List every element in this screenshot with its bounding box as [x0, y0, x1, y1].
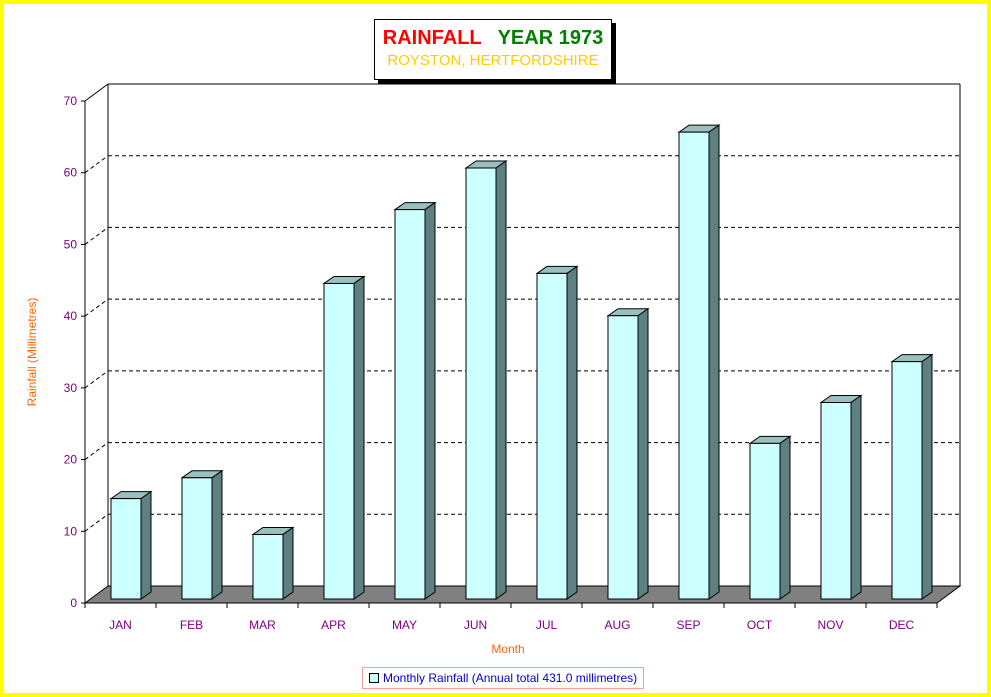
bar: [181, 477, 213, 600]
x-tick-label: AUG: [604, 618, 630, 632]
bar: [607, 315, 639, 600]
legend-label: Monthly Rainfall (Annual total 431.0 mil…: [383, 671, 638, 685]
bar: [394, 209, 426, 600]
bar: [465, 167, 497, 600]
x-tick-label: NOV: [817, 618, 843, 632]
gridline-side: [84, 513, 109, 532]
bar: [110, 498, 142, 600]
y-tick-label: 20: [64, 453, 78, 467]
bar-side: [495, 160, 507, 600]
bar: [323, 282, 355, 600]
left-wall-top-edge: [84, 83, 109, 102]
bar-side: [637, 307, 649, 600]
y-tick-label: 30: [64, 381, 78, 395]
bar: [536, 272, 568, 600]
x-tick-label: SEP: [676, 618, 700, 632]
gridline-side: [84, 298, 109, 317]
x-tick-label: APR: [321, 618, 346, 632]
y-tick-label: 50: [64, 237, 78, 251]
x-tick-label: JAN: [109, 618, 132, 632]
y-axis-title: Rainfall (Millimetres): [25, 298, 39, 407]
x-tick-label: OCT: [747, 618, 773, 632]
y-tick-label: 70: [64, 94, 78, 108]
chart-subtitle: ROYSTON, HERTFORDSHIRE: [387, 52, 599, 69]
bar-side: [708, 124, 720, 600]
x-axis-title: Month: [491, 642, 524, 656]
bar-side: [566, 265, 578, 600]
x-tick-label: MAY: [392, 618, 417, 632]
x-tick-label: FEB: [180, 618, 203, 632]
chart-year: YEAR 1973: [497, 27, 604, 49]
bar: [252, 533, 284, 600]
y-tick-label: 0: [70, 596, 77, 610]
x-tick-label: JUL: [536, 618, 558, 632]
y-tick-label: 10: [64, 524, 78, 538]
bar-side: [282, 526, 294, 600]
y-tick-label: 60: [64, 166, 78, 180]
chart-title: RAINFALL: [382, 27, 482, 49]
bar: [678, 131, 710, 600]
gridline-side: [84, 370, 109, 389]
bar-side: [850, 394, 862, 600]
x-tick-label: MAR: [249, 618, 276, 632]
bar: [749, 442, 781, 600]
bar-side: [140, 490, 152, 600]
chart-title-box: RAINFALL YEAR 1973 ROYSTON, HERTFORDSHIR…: [374, 19, 612, 80]
legend: Monthly Rainfall (Annual total 431.0 mil…: [362, 667, 645, 689]
bar-side: [211, 469, 223, 600]
gridline-side: [84, 227, 109, 245]
gridline-side: [84, 155, 109, 174]
gridline-side: [84, 442, 109, 460]
bar-side: [353, 275, 365, 600]
bar-side: [424, 201, 436, 600]
x-tick-label: DEC: [889, 618, 915, 632]
y-tick-label: 40: [64, 309, 78, 323]
x-tick-label: JUN: [464, 618, 487, 632]
bar: [891, 361, 923, 600]
legend-swatch: [369, 673, 379, 683]
bar-side: [921, 353, 933, 600]
bar-side: [779, 435, 791, 600]
bar: [820, 402, 852, 600]
